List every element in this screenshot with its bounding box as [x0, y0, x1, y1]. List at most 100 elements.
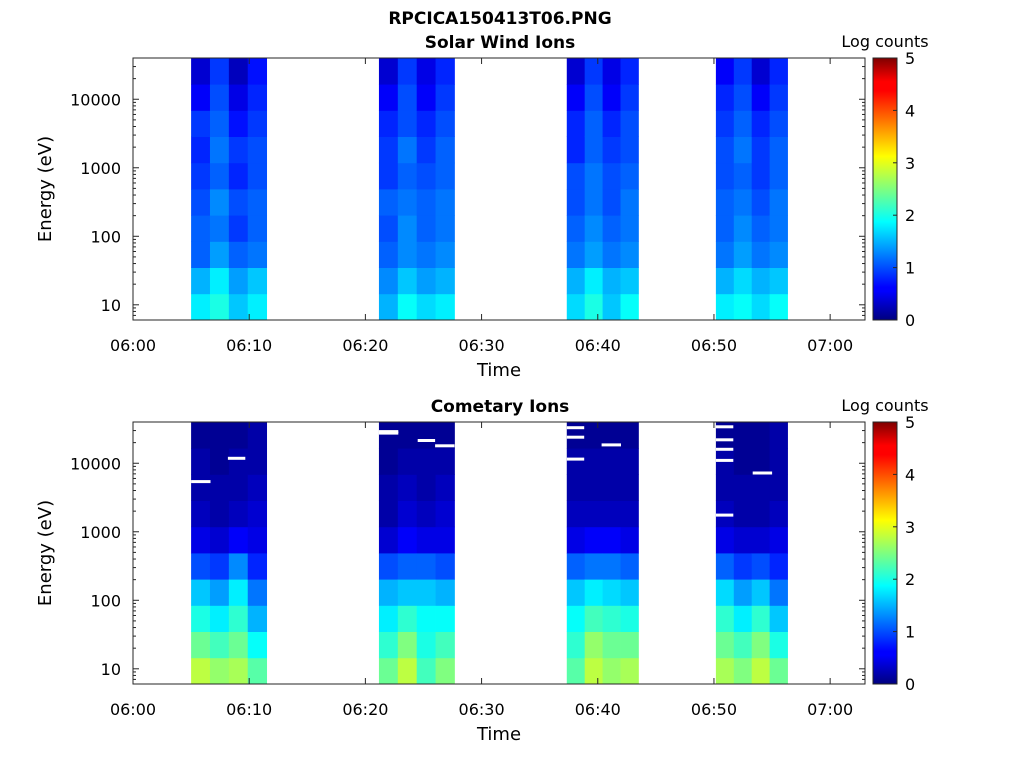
y-tick-label: 10000	[70, 454, 121, 473]
colorbar-tick-label: 0	[905, 311, 915, 330]
heatmap-cell	[602, 110, 621, 137]
heatmap-cell	[751, 657, 771, 685]
colorbar-tick-label: 4	[905, 101, 915, 120]
heatmap-cell	[209, 448, 230, 475]
x-tick-label: 06:50	[691, 336, 737, 355]
heatmap-cell	[566, 474, 586, 501]
heatmap-cell	[566, 136, 586, 164]
heatmap-cell	[228, 631, 249, 659]
heatmap-cell	[378, 474, 399, 501]
heatmap-cell	[209, 579, 230, 606]
heatmap-cell	[733, 293, 753, 321]
heatmap-cell	[397, 657, 418, 685]
heatmap-cell	[566, 448, 586, 475]
gap-markers	[191, 425, 773, 517]
gap-marker	[715, 447, 734, 451]
heatmap-cell	[769, 500, 788, 528]
heatmap-cell	[602, 241, 621, 268]
heatmap-cell	[209, 293, 230, 321]
heatmap-cell	[620, 136, 639, 164]
heatmap-cell	[733, 631, 753, 659]
heatmap-cell	[769, 579, 788, 606]
heatmap-cell	[602, 422, 621, 449]
heatmap-cell	[378, 657, 399, 685]
heatmap-cell	[228, 58, 249, 85]
heatmap-cell	[584, 136, 603, 164]
heatmap-cell	[566, 422, 586, 449]
heatmap-cell	[209, 500, 230, 528]
heatmap-cell	[209, 189, 230, 216]
heatmap-cell	[769, 110, 788, 137]
heatmap-cell	[584, 422, 603, 449]
heatmap-cell	[715, 657, 735, 685]
heatmap-cell	[751, 215, 771, 242]
heatmap-cell	[397, 293, 418, 321]
colorbar-tick-label: 2	[905, 570, 915, 589]
heatmap-cell	[715, 553, 735, 580]
heatmap-cell	[715, 215, 735, 242]
heatmap-cell	[733, 448, 753, 475]
colorbar	[872, 421, 898, 685]
heatmap-cell	[435, 267, 455, 295]
heatmap-cell	[435, 657, 455, 685]
heatmap-cell	[566, 267, 586, 295]
heatmap-cell	[733, 422, 753, 449]
heatmap-cell	[209, 110, 230, 137]
heatmap-cell	[397, 215, 418, 242]
heatmap-cell	[247, 657, 268, 685]
heatmap-cell	[247, 605, 268, 632]
figure-title: RPCICA150413T06.PNG	[388, 9, 611, 29]
x-tick-label: 07:00	[807, 700, 853, 719]
gap-marker	[715, 425, 734, 429]
heatmap-cell	[378, 136, 399, 164]
heatmap-cell	[620, 631, 639, 659]
heatmap-cell	[397, 579, 418, 606]
heatmap-cell	[435, 189, 455, 216]
heatmap-cell	[602, 526, 621, 554]
heatmap-cell	[769, 136, 788, 164]
heatmap-cell	[228, 189, 249, 216]
x-axis: 06:00 06:10 06:20 06:30 06:40 06:50 07:00	[110, 422, 853, 719]
heatmap-cells	[191, 422, 788, 685]
heatmap-cell	[733, 500, 753, 528]
x-tick-label: 06:30	[459, 700, 505, 719]
x-tick-label: 06:10	[226, 700, 272, 719]
heatmap-cell	[435, 136, 455, 164]
y-tick-label: 100	[90, 591, 121, 610]
gap-marker	[715, 513, 734, 517]
x-tick-label: 06:40	[575, 336, 621, 355]
heatmap-cell	[751, 58, 771, 85]
heatmap-cell	[566, 553, 586, 580]
heatmap-cell	[416, 215, 436, 242]
heatmap-cell	[416, 136, 436, 164]
heatmap-cell	[733, 526, 753, 554]
heatmap-cell	[715, 162, 735, 190]
heatmap-cell	[191, 422, 211, 449]
x-tick-label: 06:20	[342, 336, 388, 355]
x-tick-label: 06:00	[110, 700, 156, 719]
heatmap-cell	[620, 215, 639, 242]
heatmap-cell	[751, 267, 771, 295]
heatmap-cell	[378, 58, 399, 85]
heatmap-cell	[247, 422, 268, 449]
solar-wind-ions-panel: Solar Wind Ions 06:00 06:10 06:20 06:30 06:4…	[35, 32, 929, 381]
y-axis-label: Energy (eV)	[35, 500, 56, 606]
heatmap-cell	[584, 657, 603, 685]
heatmap-cell	[733, 241, 753, 268]
heatmap-cell	[228, 110, 249, 137]
heatmap-cell	[602, 58, 621, 85]
heatmap-cell	[733, 657, 753, 685]
heatmap-cell	[620, 605, 639, 632]
heatmap-cell	[416, 500, 436, 528]
colorbar-tick-label: 0	[905, 675, 915, 694]
heatmap-cell	[751, 162, 771, 190]
y-tick-label: 10	[101, 296, 121, 315]
heatmap-cell	[397, 553, 418, 580]
heatmap-cell	[602, 136, 621, 164]
heatmap-cell	[769, 189, 788, 216]
heatmap-cell	[191, 162, 211, 190]
heatmap-cell	[584, 267, 603, 295]
x-tick-label: 06:40	[575, 700, 621, 719]
heatmap-cell	[435, 500, 455, 528]
gap-marker	[715, 438, 734, 442]
